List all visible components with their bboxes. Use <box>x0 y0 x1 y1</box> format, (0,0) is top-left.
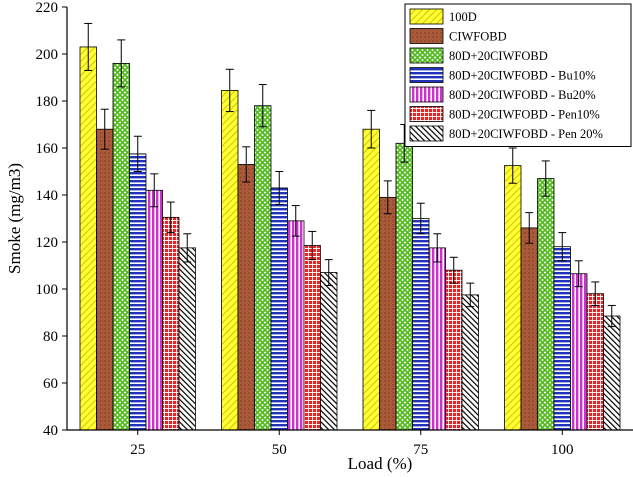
bar-5-25 <box>145 189 163 431</box>
y-tick-label: 140 <box>36 188 59 204</box>
bar-3-50 <box>254 105 272 431</box>
bar-2-75 <box>379 196 397 431</box>
error-bar-2-25 <box>100 108 109 150</box>
error-bar-4-25 <box>133 135 142 172</box>
bar-1-25 <box>79 46 97 431</box>
x-tick-label: 25 <box>130 442 145 458</box>
bar-3-75 <box>395 142 413 431</box>
error-bar-7-75 <box>466 282 475 308</box>
bar-7-25 <box>178 247 196 431</box>
legend-label-7: 80D+20CIWFOBD - Pen 20% <box>449 127 603 141</box>
bar-1-100 <box>504 165 522 431</box>
error-bar-7-100 <box>607 304 616 328</box>
bar-7-50 <box>320 272 338 431</box>
legend-swatch-6 <box>409 106 444 122</box>
bar-4-50 <box>270 187 288 431</box>
error-bar-5-25 <box>150 173 159 208</box>
error-bar-2-100 <box>525 212 534 244</box>
legend-label-5: 80D+20CIWFOBD - Bu20% <box>449 88 596 102</box>
error-bar-1-75 <box>367 109 376 149</box>
error-bar-6-75 <box>449 256 458 284</box>
bar-5-100 <box>570 273 588 431</box>
error-bar-4-75 <box>416 202 425 235</box>
x-tick-label: 75 <box>413 442 428 458</box>
legend-label-4: 80D+20CIWFOBD - Bu10% <box>449 69 596 83</box>
error-bar-1-100 <box>508 147 517 184</box>
bar-6-75 <box>445 269 463 431</box>
y-tick-label: 80 <box>43 329 58 345</box>
bar-5-75 <box>428 247 446 431</box>
legend-swatch-3 <box>409 47 444 64</box>
bar-6-50 <box>303 245 321 431</box>
error-bar-3-100 <box>541 160 550 197</box>
error-bar-3-25 <box>117 39 126 88</box>
bar-3-25 <box>112 63 130 431</box>
bar-1-50 <box>221 90 239 431</box>
x-tick-label: 50 <box>272 442 287 458</box>
y-tick-label: 200 <box>36 47 59 63</box>
error-bar-4-50 <box>275 171 284 205</box>
bar-3-100 <box>537 178 555 431</box>
legend-swatch-7 <box>409 125 444 142</box>
y-tick-label: 60 <box>43 376 58 392</box>
error-bar-1-25 <box>84 22 93 71</box>
y-tick-label: 180 <box>36 94 59 110</box>
error-bar-5-50 <box>291 205 300 237</box>
bar-2-50 <box>237 164 255 431</box>
legend-swatch-4 <box>409 67 444 83</box>
x-tick-label: 100 <box>551 442 574 458</box>
x-axis-label: Load (%) <box>348 454 413 473</box>
y-tick-label: 120 <box>36 235 59 251</box>
legend-label-6: 80D+20CIWFOBD - Pen10% <box>449 108 600 122</box>
error-bar-6-50 <box>308 230 317 261</box>
error-bar-6-100 <box>591 281 600 306</box>
error-bar-2-75 <box>383 180 392 215</box>
y-axis-label: Smoke (mg/m3) <box>5 163 24 274</box>
y-tick-label: 220 <box>36 0 59 16</box>
bar-5-50 <box>287 220 305 431</box>
legend-label-1: 100D <box>449 10 477 24</box>
y-tick-label: 160 <box>36 141 59 157</box>
error-bar-3-50 <box>258 84 267 128</box>
legend-swatch-5 <box>409 86 444 103</box>
error-bar-5-100 <box>574 260 583 288</box>
error-bar-2-50 <box>242 146 251 183</box>
bar-4-75 <box>412 218 430 431</box>
bar-1-75 <box>362 128 380 431</box>
legend-label-2: CIWFOBD <box>449 30 507 44</box>
bar-4-100 <box>553 246 571 431</box>
legend-label-3: 80D+20CIWFOBD <box>449 49 548 63</box>
bar-6-25 <box>162 216 180 431</box>
error-bar-6-25 <box>166 201 175 234</box>
error-bar-1-50 <box>225 68 234 113</box>
y-tick-label: 100 <box>36 282 59 298</box>
error-bar-5-75 <box>433 233 442 263</box>
legend-swatch-1 <box>409 8 444 25</box>
error-bar-4-100 <box>558 232 567 262</box>
bar-7-100 <box>603 315 621 431</box>
bar-7-75 <box>461 294 479 431</box>
bar-2-100 <box>520 227 538 431</box>
bar-6-100 <box>586 293 604 431</box>
bar-4-25 <box>129 153 147 431</box>
error-bar-7-25 <box>183 233 192 263</box>
error-bar-7-50 <box>324 259 333 286</box>
bar-2-25 <box>96 128 114 431</box>
legend-swatch-2 <box>409 28 444 44</box>
y-tick-label: 40 <box>43 423 58 439</box>
